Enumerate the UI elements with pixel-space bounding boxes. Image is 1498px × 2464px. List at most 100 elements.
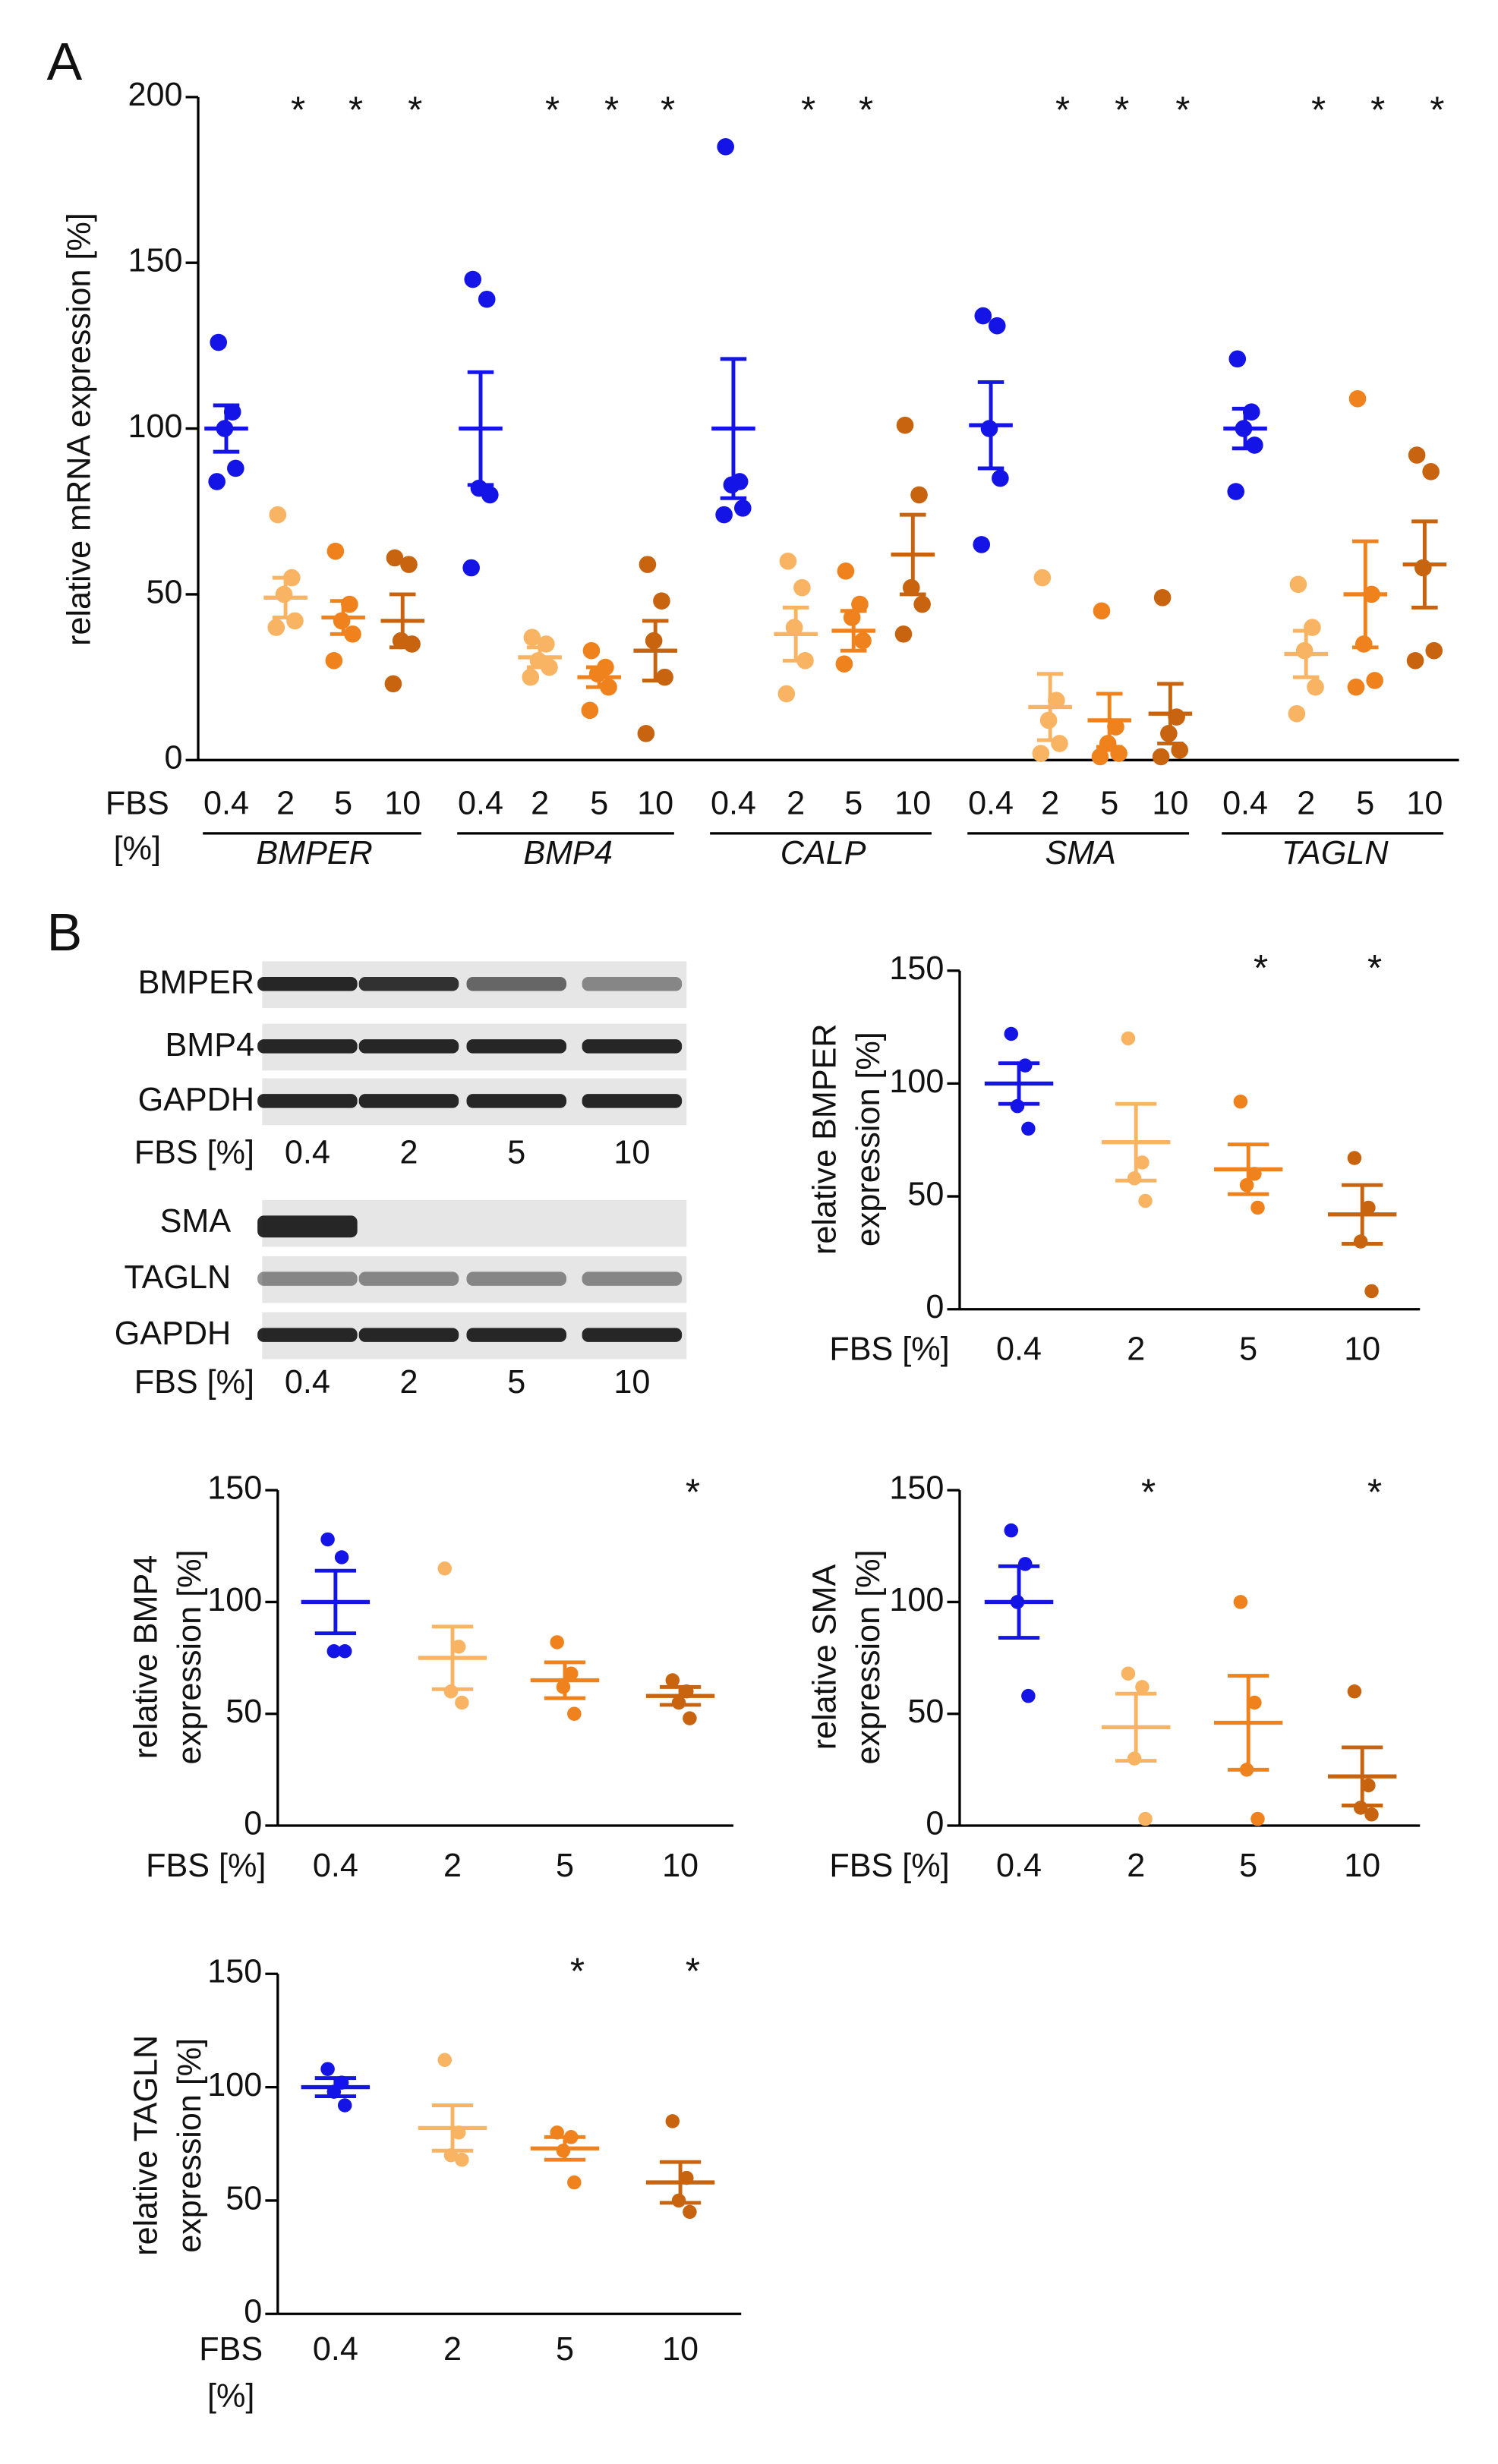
data-point [1347,678,1365,696]
data-point [325,651,343,670]
data-point [462,559,480,577]
data-point [1406,651,1424,670]
panel-label: A [47,32,83,91]
x-tick-label: 10 [637,785,673,821]
significance-star: * [1367,1471,1382,1513]
data-point [837,562,855,580]
y-axis-label: expression [%] [172,2038,208,2253]
significance-star: * [1055,89,1070,131]
data-point [1121,1031,1136,1046]
y-tick-label: 0 [164,740,182,777]
data-point [437,1561,452,1576]
significance-star: * [570,1950,585,1992]
significance-star: * [686,1950,700,1992]
data-point [326,1643,342,1659]
x-tick-label: 5 [1100,785,1118,821]
data-point [1425,641,1443,660]
data-point [223,403,241,421]
x-tick-label: 10 [1406,785,1443,821]
data-point [683,1711,697,1725]
plot: 0 50 100 150 relative BMPER expression [%] FBS… [807,947,1421,1368]
x-tick-label: 2 [531,785,549,821]
x-tick-label: 0.4 [203,785,249,821]
data-point [481,486,499,504]
significance-star: * [661,89,675,131]
blot-row-label: BMP4 [166,1027,254,1063]
data-point [403,635,421,653]
data-point [464,270,482,288]
x-tick-label: 2 [1127,1331,1145,1368]
significance-star: * [545,89,560,131]
data-point [208,473,225,490]
data-point [1364,1284,1379,1299]
y-axis-label: expression [%] [850,1550,887,1765]
significance-star: * [1141,1471,1156,1513]
y-tick-label: 150 [207,1470,262,1507]
data-point [717,138,734,156]
data-point [582,641,601,660]
y-tick-label: 150 [889,950,944,987]
blot-row-label: GAPDH [115,1315,231,1352]
y-tick-label: 150 [207,1954,262,1990]
data-point [567,2175,582,2190]
plot: 0 50 100 150 relative BMP4 expression [%] FBS … [128,1470,733,1884]
x-tick-label: 2 [1297,785,1315,821]
data-point [665,1673,680,1687]
blot-band [582,1271,683,1286]
data-point [656,668,673,686]
data-point [1361,1200,1376,1215]
blot-band [257,1094,358,1108]
data-point [913,595,931,613]
data-point [793,578,811,597]
data-point [581,701,599,720]
group-label: TAGLN [1282,835,1389,871]
significance-star: * [1311,89,1326,131]
y-tick-label: 0 [244,2294,262,2330]
data-point [451,1640,466,1654]
y-tick-label: 50 [225,1694,262,1730]
blot-band [582,1094,683,1108]
y-tick-label: 100 [128,408,182,445]
blot-row-label: GAPDH [138,1082,254,1118]
data-point [227,459,244,477]
data-point [1228,350,1247,368]
y-axis-label: relative SMA [807,1564,844,1750]
blot-lane-label: 2 [399,1364,418,1401]
data-point [1233,1094,1248,1109]
significance-star: * [408,89,422,131]
y-axis-label: relative TAGLN [128,2035,165,2256]
data-point [973,536,991,553]
x-tick-label: 0.4 [996,1331,1042,1368]
data-point [639,556,657,573]
y-tick-label: 100 [889,1063,944,1100]
data-point [1364,1807,1379,1822]
data-point [1233,1595,1248,1609]
data-point [854,632,872,650]
data-point [337,1643,352,1659]
x-tick-label: 10 [1344,1331,1380,1368]
blot-band [257,1039,358,1054]
data-point [1135,1680,1150,1694]
data-point [1246,436,1263,454]
group-label: SMA [1045,835,1115,871]
data-point [851,595,869,613]
y-tick-label: 100 [207,2067,262,2103]
x-tick-label: 10 [1152,785,1188,821]
x-axis-label: FBS [106,785,169,821]
x-tick-label: 2 [787,785,805,821]
x-axis-label: [%] [114,830,161,867]
data-point [1347,1151,1362,1165]
data-point [269,506,287,524]
x-tick-label: 5 [590,785,608,821]
blot-row-label: TAGLN [125,1259,232,1296]
x-tick-label: 0.4 [458,785,503,821]
significance-star: * [686,1471,700,1513]
blot-band [358,1328,459,1342]
x-tick-label: 10 [662,1848,699,1884]
data-point [1347,1684,1362,1699]
x-tick-label: 5 [556,2331,574,2368]
blot-band [466,1271,567,1286]
x-axis-label: [%] [207,2378,254,2415]
data-point [522,668,540,686]
